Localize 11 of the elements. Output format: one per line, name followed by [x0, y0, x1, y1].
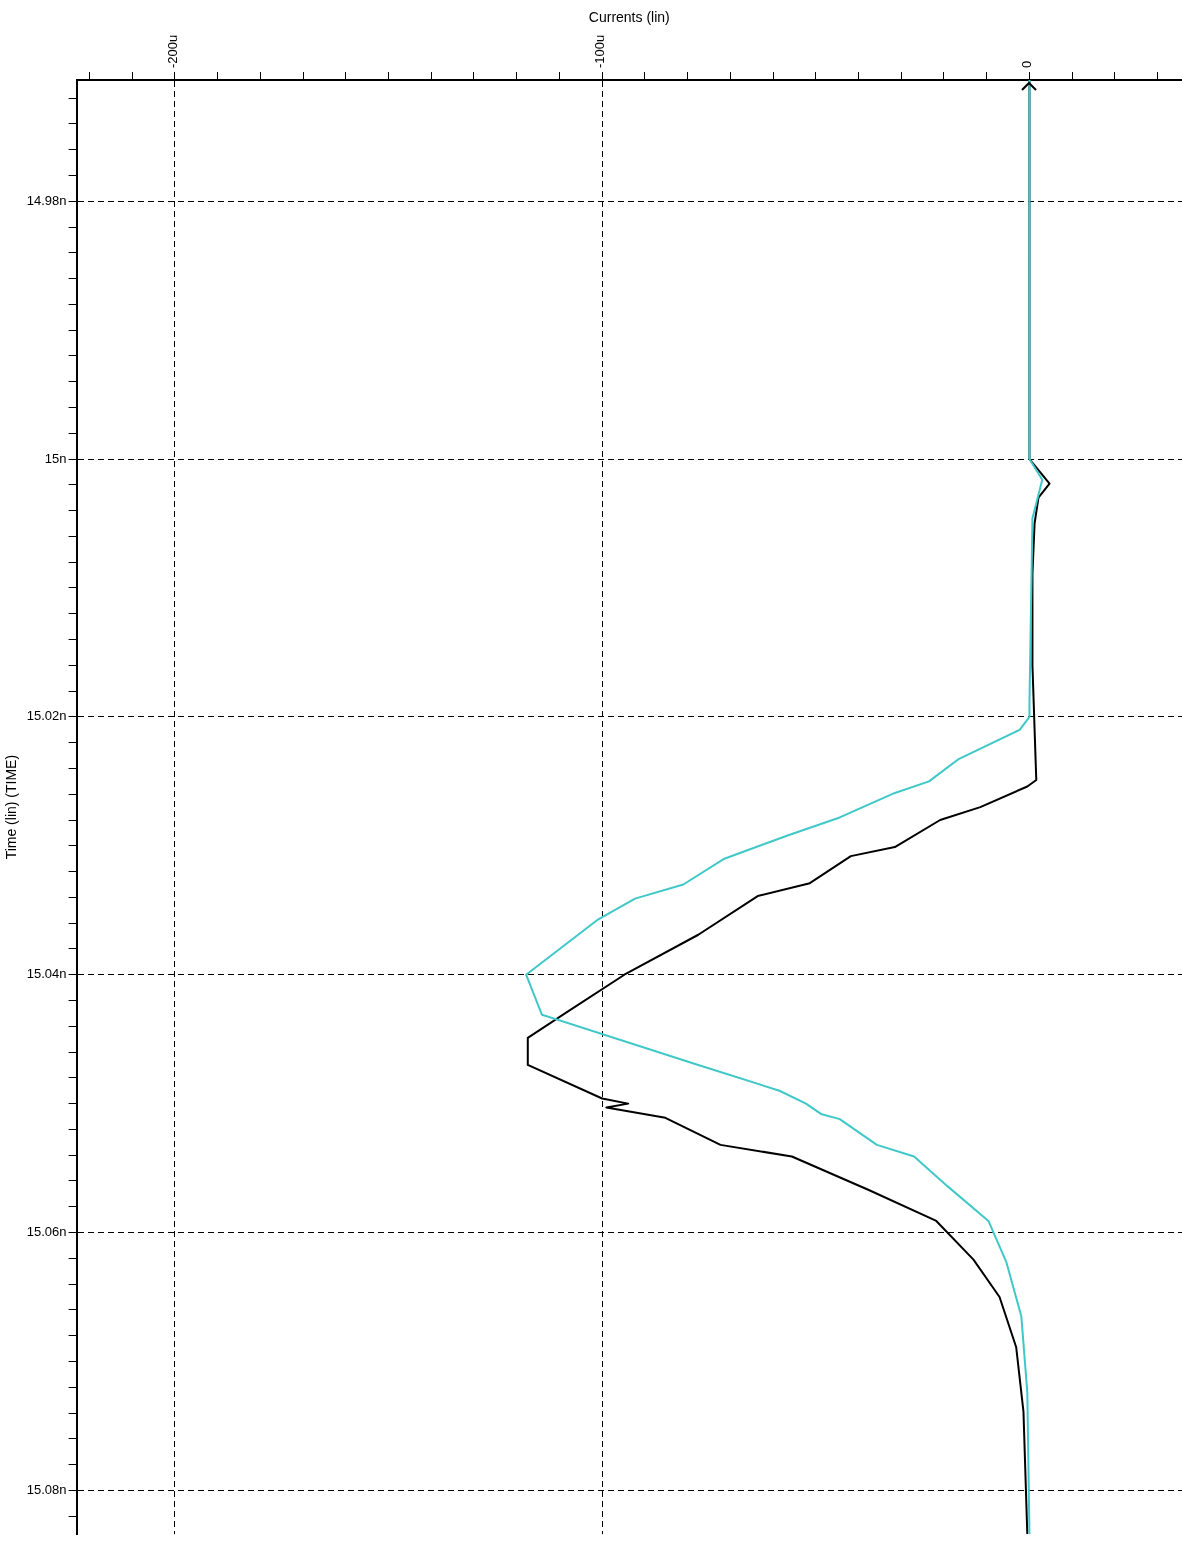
y-tick-label: 15.02n [26, 708, 67, 724]
y-tick-label: 15.04n [26, 966, 67, 982]
y-axis-title: Time (lin) (TIME) [3, 754, 20, 860]
y-tick-label: 15.06n [26, 1224, 67, 1240]
x-tick-label: 0 [1019, 60, 1035, 69]
x-tick-label: -100u [592, 34, 608, 69]
y-tick-label: 15n [44, 450, 67, 466]
x-axis-title: Currents (lin) [588, 9, 670, 26]
x-tick-label: -200u [164, 34, 180, 69]
y-tick-label: 15.08n [26, 1481, 67, 1497]
y-tick-label: 14.98n [26, 192, 67, 208]
